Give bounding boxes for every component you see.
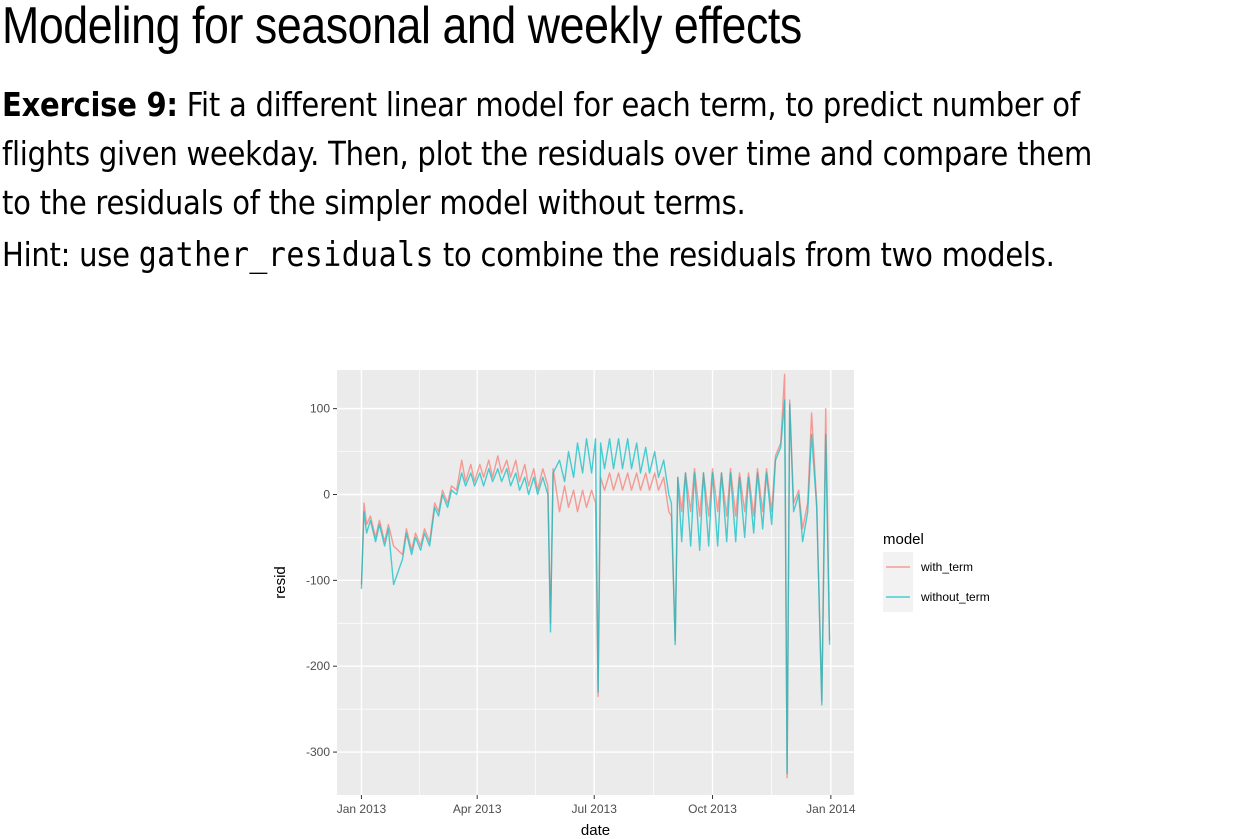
hint-prefix: Hint: use — [2, 235, 139, 274]
x-tick-label: Oct 2013 — [688, 802, 737, 816]
exercise-line-1: Exercise 9: Fit a different linear model… — [2, 80, 1092, 129]
exercise-line-3: to the residuals of the simpler model wi… — [2, 183, 746, 222]
residuals-chart: 100 0 -100 -200 -300 Jan 2013 Apr 2013 Jul 2013… — [272, 370, 990, 839]
x-tick-label: Apr 2013 — [453, 802, 502, 816]
plot-panel — [337, 370, 854, 795]
x-axis-label: date — [581, 822, 610, 839]
hint-code: gather_residuals — [138, 235, 434, 275]
hint-suffix: to combine the residuals from two models… — [433, 235, 1055, 274]
y-tick-label: -200 — [306, 659, 330, 673]
legend-title: model — [883, 531, 924, 548]
legend-label-with_term: with_term — [920, 560, 973, 574]
series-lines — [360, 373, 831, 779]
series-line-without_term — [360, 399, 831, 775]
axes: 100 0 -100 -200 -300 Jan 2013 Apr 2013 Jul 2013… — [306, 402, 856, 816]
x-tick-label: Jan 2013 — [337, 802, 387, 816]
exercise-line-2: flights given weekday. Then, plot the re… — [2, 134, 1093, 173]
exercise-label: Exercise 9: — [2, 85, 178, 124]
hint-paragraph: Hint: use gather_residuals to combine th… — [2, 230, 1055, 280]
y-tick-label: 0 — [323, 487, 330, 501]
y-axis-label: resid — [272, 566, 289, 599]
slide-title: Modeling for seasonal and weekly effects — [2, 0, 802, 55]
x-tick-label: Jan 2014 — [806, 802, 856, 816]
y-tick-label: 100 — [310, 402, 330, 416]
y-tick-label: -100 — [306, 573, 330, 587]
legend: model with_term without_term — [883, 531, 990, 612]
exercise-paragraph: Exercise 9: Fit a different linear model… — [2, 80, 1092, 227]
exercise-text-1: Fit a different linear model for each te… — [177, 85, 1080, 124]
x-tick-label: Jul 2013 — [572, 802, 618, 816]
y-tick-label: -300 — [306, 745, 330, 759]
legend-label-without_term: without_term — [920, 590, 990, 604]
